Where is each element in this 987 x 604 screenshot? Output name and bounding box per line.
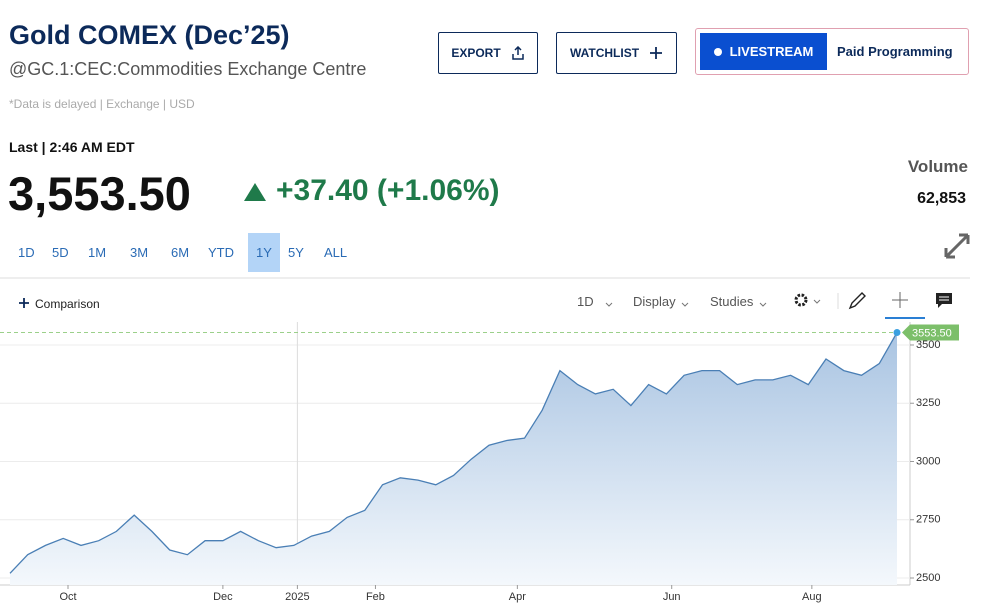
studies-menu[interactable]: Studies — [710, 294, 754, 309]
last-value-tag — [902, 324, 959, 341]
last-point — [893, 329, 901, 337]
y-tick-label: 2500 — [916, 572, 940, 584]
x-tick-label: 2025 — [285, 591, 309, 603]
range-button[interactable]: 3M — [130, 245, 149, 260]
export-label: EXPORT — [451, 46, 501, 60]
paid-programming[interactable]: Paid Programming — [837, 44, 953, 59]
plus-icon — [19, 298, 29, 308]
livestream-label: LIVESTREAM — [729, 44, 814, 59]
price: 3,553.50 — [8, 167, 191, 220]
range-button[interactable]: YTD — [208, 245, 234, 260]
display-menu[interactable]: Display — [633, 294, 676, 309]
volume-label: Volume — [907, 157, 968, 176]
export-icon — [511, 46, 524, 60]
range-button[interactable]: 1Y — [248, 233, 280, 272]
y-tick-label: 3000 — [916, 455, 940, 467]
y-tick-label: 3250 — [916, 397, 940, 409]
range-button[interactable]: 5D — [52, 245, 69, 260]
x-tick-label: Dec — [213, 591, 233, 603]
export-button[interactable]: EXPORT — [438, 32, 538, 74]
x-tick-label: Apr — [509, 591, 526, 603]
last-label: Last | 2:46 AM EDT — [9, 139, 135, 155]
x-tick-label: Aug — [802, 591, 822, 603]
range-button[interactable]: 1D — [18, 245, 35, 260]
symbol: @GC.1:CEC:Commodities Exchange Centre — [9, 59, 367, 79]
price-line — [9, 332, 898, 574]
y-tick-label: 3500 — [916, 339, 940, 351]
up-arrow — [244, 183, 266, 201]
chevrons — [605, 302, 767, 307]
watchlist-label: WATCHLIST — [569, 46, 640, 60]
title: Gold COMEX (Dec’25) — [9, 20, 290, 50]
livestream-button[interactable]: LIVESTREAM — [700, 33, 827, 70]
range-button[interactable]: ALL — [324, 245, 348, 260]
range-button[interactable]: 6M — [171, 245, 190, 260]
tool-icons[interactable] — [792, 291, 952, 311]
plus-icon — [650, 47, 663, 59]
note: *Data is delayed | Exchange | USD — [9, 97, 195, 111]
livestream-box: LIVESTREAM Paid Programming — [695, 28, 969, 75]
x-tick-label: Oct — [59, 591, 76, 603]
volume: 62,853 — [917, 190, 966, 207]
range-button[interactable]: 5Y — [288, 245, 304, 260]
live-dot — [713, 47, 722, 56]
range-button[interactable]: 1M — [88, 245, 107, 260]
comparison[interactable]: Comparison — [35, 297, 100, 311]
watchlist-button[interactable]: WATCHLIST — [556, 32, 677, 74]
expand-icon[interactable] — [944, 233, 970, 259]
interval[interactable]: 1D — [577, 294, 594, 309]
change: +37.40 (+1.06%) — [276, 174, 500, 207]
x-tick-label: Jun — [663, 591, 681, 603]
x-tick-label: Feb — [366, 591, 385, 603]
area-fill — [10, 332, 897, 585]
last-value-label: 3553.50 — [912, 327, 952, 339]
y-tick-label: 2750 — [916, 514, 940, 526]
